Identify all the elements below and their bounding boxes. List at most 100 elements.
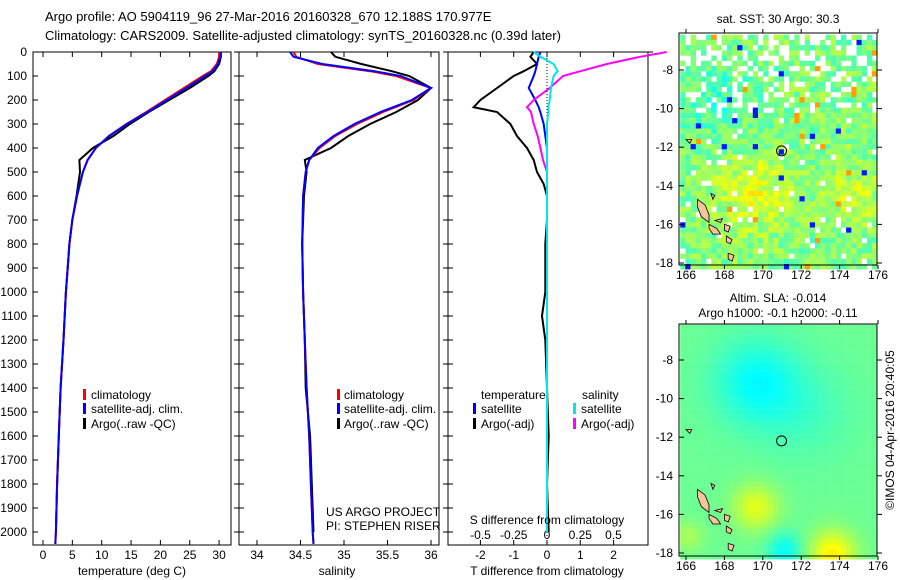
map-cell [789,243,795,249]
map-cell [815,455,821,461]
map-cell [737,237,743,244]
map-cell [835,97,842,103]
map-cell [711,159,717,166]
map-cell [830,149,836,155]
map-cell [794,491,800,497]
map-cell [742,455,748,461]
map-cell [783,397,790,403]
map-cell [680,45,686,51]
map-cell [706,554,712,560]
map-cell [872,470,878,476]
map-cell [861,222,868,228]
map-cell [732,232,738,239]
map-cell [768,133,774,140]
map-cell [680,180,686,186]
map-cell [690,107,696,113]
map-cell [742,460,748,466]
map-cell [706,196,712,202]
map-cell [815,206,821,212]
map-cell [706,107,712,113]
map-cell [804,264,811,270]
map-cell [706,201,712,207]
map-cell [773,392,779,398]
map-cell [804,211,811,218]
map-cell [742,491,748,497]
map-cell [830,371,836,377]
map-cell [856,50,862,56]
x-tick-label: 30 [212,548,226,562]
map-cell [742,201,748,207]
map-cell [778,538,785,544]
map-cell [804,554,811,560]
map-cell [721,455,728,461]
map-cell [701,434,707,440]
map-cell [690,382,696,388]
map-cell [716,444,722,450]
map-cell [856,465,862,471]
map-cell [716,340,722,346]
lon-tick-label: 170 [753,268,773,282]
map-cell [773,107,779,113]
map-cell [799,264,805,270]
map-cell [716,118,722,124]
map-cell [851,475,857,482]
map-cell [856,366,862,372]
x-tick-label: -2 [475,548,486,562]
map-cell [809,533,816,539]
map-cell [799,118,805,124]
map-cell [773,548,779,555]
map-cell [783,211,790,218]
map-cell [685,491,691,497]
map-cell [866,217,873,223]
map-cell [680,491,686,497]
map-cell [789,413,795,419]
map-cell [861,123,868,129]
map-cell [768,97,774,103]
map-cell [716,86,722,93]
map-cell [711,133,717,140]
map-cell [789,76,795,82]
map-cell [716,71,722,77]
map-cell [820,361,826,367]
map-cell [680,92,686,98]
map-cell [773,138,779,145]
x-tick-label: 5 [69,548,76,562]
map-cell [851,170,857,176]
map-cell [861,527,868,534]
map-cell [737,112,743,119]
map-cell [830,123,836,129]
map-cell [866,248,873,254]
map-cell [721,185,728,192]
map-cell [825,45,831,51]
map-cell [680,496,686,502]
map-cell [778,522,785,529]
map-cell [737,201,743,207]
map-cell [846,512,852,518]
map-cell [778,470,785,476]
map-cell [804,253,811,259]
map-cell [773,159,779,166]
map-cell [799,217,805,223]
map-cell [685,444,691,450]
map-cell [830,527,836,534]
map-cell [789,465,795,471]
map-cell [706,154,712,160]
credit-text: ©IMOS 04-Apr-2016 20:40:05 [883,350,897,510]
map-cell [758,175,764,181]
map-cell [872,222,878,228]
map-cell [737,371,743,377]
map-cell [763,387,769,393]
map-cell [685,248,691,254]
map-cell [752,491,759,497]
map-cell [835,258,842,265]
map-cell [846,97,852,103]
map-cell [809,496,816,502]
map-cell [711,465,717,471]
map-cell [763,248,769,254]
map-cell [815,324,821,331]
map-cell [721,180,728,186]
map-cell [695,154,702,160]
map-cell [809,144,816,150]
map-cell [716,237,722,244]
map-cell [783,138,790,145]
